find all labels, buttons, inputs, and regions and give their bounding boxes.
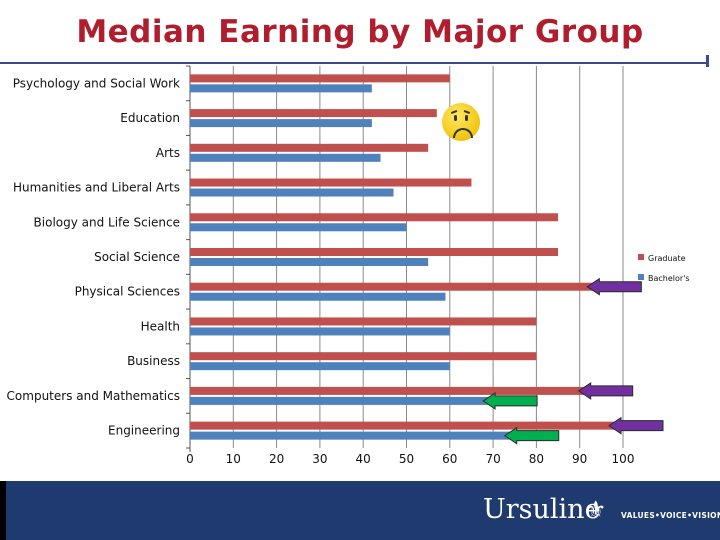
category-label: Biology and Life Science (34, 215, 180, 229)
bar-graduate (190, 386, 593, 395)
bar-graduate (190, 317, 537, 326)
category-label: Business (127, 354, 180, 368)
category-label: Social Science (94, 250, 180, 264)
x-tick-label: 60 (442, 452, 457, 466)
bar-graduate (190, 248, 559, 256)
x-tick-label: 70 (485, 452, 500, 466)
category-label: Health (141, 319, 180, 333)
purple-arrow-annotation (608, 416, 664, 435)
title-divider (0, 62, 706, 64)
face-brow (450, 110, 458, 114)
brand-logo-text: Ursuline (483, 494, 601, 525)
category-label: Physical Sciences (75, 285, 180, 299)
bar-bachelors (190, 84, 372, 93)
x-tick-label: 100 (612, 452, 635, 466)
bar-graduate (190, 74, 450, 83)
face-mouth (453, 128, 473, 138)
category-label: Education (120, 111, 180, 125)
x-tick-label: 50 (399, 452, 414, 466)
x-tick-label: 10 (226, 452, 241, 466)
bar-bachelors (190, 292, 446, 301)
purple-arrow-annotation (586, 277, 642, 296)
bar-graduate (190, 282, 602, 291)
face-eye (465, 115, 468, 121)
bar-graduate (190, 178, 472, 187)
bar-bachelors (190, 119, 372, 128)
earnings-bar-chart: Psychology and Social Work Education Arts H… (7, 65, 690, 466)
bar-bachelors (190, 431, 515, 440)
bar-graduate (190, 352, 537, 361)
face-eye (454, 115, 457, 121)
legend-label: Graduate (648, 254, 686, 263)
purple-arrow-annotation (577, 381, 634, 400)
footer-edge (0, 481, 6, 540)
brand-tagline: VALUES•VOICE•VISION (621, 511, 720, 520)
category-label: Computers and Mathematics (7, 389, 180, 403)
bar-bachelors (190, 396, 494, 405)
bar-bachelors (190, 327, 450, 336)
footer-bar (0, 481, 720, 540)
fleur-de-lis-icon: ⚜ (585, 496, 607, 524)
green-arrow-annotation (503, 426, 560, 445)
x-tick-label: 40 (356, 452, 371, 466)
bar-graduate (190, 143, 429, 152)
legend-swatch (638, 254, 644, 260)
category-label: Engineering (108, 424, 180, 438)
x-tick-label: 0 (186, 452, 194, 466)
legend-swatch (638, 274, 644, 280)
x-tick-label: 20 (269, 452, 284, 466)
bar-graduate (190, 421, 623, 430)
x-tick-label: 30 (312, 452, 327, 466)
legend-label: Bachelor's (648, 274, 690, 283)
bar-graduate (190, 109, 437, 118)
bar-graduate (190, 213, 559, 222)
x-tick-label: 80 (529, 452, 544, 466)
category-label: Humanities and Liberal Arts (13, 181, 180, 195)
slide-title: Median Earning by Major Group (76, 14, 644, 50)
x-tick-label: 90 (572, 452, 587, 466)
frowning-face-icon (442, 103, 480, 141)
title-divider-end (706, 55, 709, 67)
green-arrow-annotation (482, 391, 538, 410)
bar-bachelors (190, 153, 381, 162)
bar-bachelors (190, 362, 450, 371)
category-label: Arts (156, 146, 180, 160)
category-label: Psychology and Social Work (13, 76, 180, 90)
face-brow (463, 110, 471, 114)
bar-bachelors (190, 258, 429, 266)
bar-bachelors (190, 188, 394, 197)
bar-bachelors (190, 223, 407, 232)
